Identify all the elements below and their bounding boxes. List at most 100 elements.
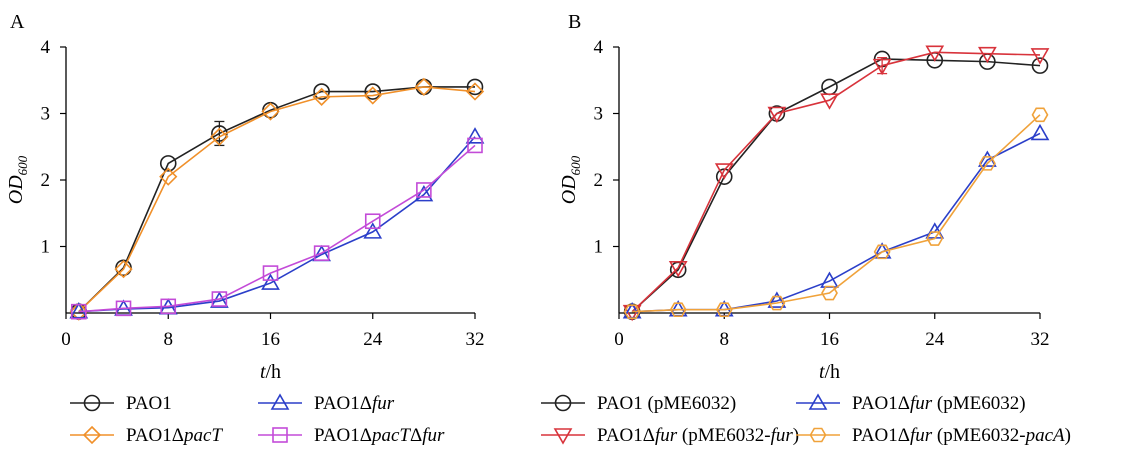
data-point bbox=[466, 78, 484, 96]
legend-item: PAO1 bbox=[70, 393, 172, 414]
legend-item: PAO1 (pME6032) bbox=[541, 393, 736, 414]
data-point bbox=[211, 291, 228, 307]
legend-label: PAO1ΔpacTΔfur bbox=[314, 425, 445, 446]
data-point bbox=[114, 259, 133, 279]
chart-panel-a: A 0 8 16 24 32 1 2 3 4 t/h OD600 PAO1 PAO1ΔpacT PAO1Δf… bbox=[5, 11, 485, 446]
data-point bbox=[115, 300, 132, 317]
y-tick-label: 3 bbox=[594, 104, 604, 125]
data-point bbox=[873, 244, 891, 260]
data-point bbox=[767, 291, 787, 308]
series-line bbox=[631, 51, 1041, 313]
data-point bbox=[364, 213, 381, 230]
legend-label: PAO1 (pME6032) bbox=[597, 393, 736, 414]
data-point bbox=[69, 302, 88, 321]
data-point bbox=[872, 58, 892, 76]
legend: PAO1 PAO1ΔpacT PAO1Δfur PAO1ΔpacTΔfur bbox=[70, 393, 445, 446]
x-tick-label: 8 bbox=[720, 329, 730, 350]
legend-item: PAO1ΔpacT bbox=[70, 425, 223, 446]
data-point bbox=[70, 303, 87, 320]
data-point bbox=[820, 271, 839, 288]
data-point bbox=[714, 163, 734, 180]
data-point bbox=[767, 106, 787, 124]
x-tick-label: 8 bbox=[164, 329, 174, 350]
data-point bbox=[313, 245, 330, 261]
x-tick-label: 24 bbox=[925, 329, 945, 350]
legend-item: PAO1Δfur bbox=[258, 393, 395, 414]
series-line bbox=[78, 144, 476, 313]
data-point bbox=[768, 295, 786, 311]
series-line bbox=[78, 86, 475, 313]
y-tick-label: 1 bbox=[41, 237, 51, 258]
data-point bbox=[159, 155, 177, 172]
legend-item: PAO1Δfur (pME6032) bbox=[796, 393, 1026, 414]
series-line bbox=[632, 114, 1041, 313]
data-point bbox=[160, 298, 177, 315]
legend-marker bbox=[808, 393, 828, 410]
panel-letter: B bbox=[568, 11, 581, 33]
legend-label: PAO1Δfur bbox=[314, 393, 395, 414]
data-point bbox=[1030, 48, 1050, 65]
legend-marker bbox=[554, 394, 572, 412]
data-point bbox=[262, 265, 279, 281]
y-tick-label: 4 bbox=[594, 37, 604, 58]
series-4 bbox=[623, 107, 1049, 319]
data-point bbox=[1031, 57, 1049, 74]
series-1 bbox=[623, 50, 1049, 320]
data-point bbox=[414, 185, 434, 202]
data-point bbox=[465, 127, 485, 144]
series-4 bbox=[70, 137, 483, 320]
data-point bbox=[312, 87, 331, 107]
legend: PAO1 (pME6032) PAO1Δfur (pME6032-fur) PAO1… bbox=[541, 393, 1071, 446]
data-point bbox=[416, 182, 432, 198]
legend-label: PAO1ΔpacT bbox=[126, 425, 223, 446]
data-point bbox=[1031, 107, 1049, 123]
data-point bbox=[715, 302, 733, 317]
data-point bbox=[465, 82, 485, 101]
data-point bbox=[261, 102, 280, 121]
series-1 bbox=[70, 78, 484, 320]
x-axis-title: t/h bbox=[819, 361, 840, 383]
y-tick-label: 3 bbox=[41, 104, 51, 125]
legend-item: PAO1Δfur (pME6032-fur) bbox=[541, 425, 799, 446]
x-tick-label: 0 bbox=[61, 329, 71, 350]
legend-marker bbox=[272, 427, 288, 443]
y-tick-label: 1 bbox=[594, 237, 604, 258]
data-point bbox=[623, 304, 641, 319]
x-tick-label: 24 bbox=[363, 329, 383, 350]
data-point bbox=[668, 260, 688, 278]
data-point bbox=[313, 83, 330, 100]
chart-panel-b: B 0 8 16 24 32 1 2 3 4 t/h OD600 PAO1 (pME6032) PAO1Δ… bbox=[541, 11, 1071, 446]
x-tick-label: 16 bbox=[261, 329, 280, 350]
legend-marker bbox=[809, 427, 827, 443]
legend-marker bbox=[82, 425, 102, 445]
data-point bbox=[820, 93, 839, 110]
legend-item: PAO1Δfur (pME6032-pacA) bbox=[796, 425, 1071, 446]
legend-item: PAO1ΔpacTΔfur bbox=[258, 425, 445, 446]
data-point bbox=[261, 273, 280, 290]
series-line bbox=[78, 86, 476, 313]
data-point bbox=[467, 137, 483, 154]
y-tick-label: 2 bbox=[41, 170, 51, 191]
legend-marker bbox=[553, 428, 573, 445]
data-point bbox=[926, 231, 944, 246]
data-point bbox=[925, 45, 945, 62]
legend-label: PAO1 bbox=[126, 393, 172, 414]
y-tick-label: 4 bbox=[41, 37, 51, 58]
x-tick-label: 32 bbox=[1031, 329, 1050, 350]
data-point bbox=[977, 46, 997, 64]
data-point bbox=[364, 83, 382, 100]
data-point bbox=[1030, 123, 1050, 141]
x-tick-label: 0 bbox=[614, 329, 624, 350]
legend-label: PAO1Δfur (pME6032-pacA) bbox=[852, 425, 1071, 446]
x-tick-label: 32 bbox=[466, 329, 485, 350]
legend-marker bbox=[270, 393, 290, 410]
x-axis-title: t/h bbox=[260, 361, 281, 383]
legend-marker bbox=[83, 394, 101, 412]
data-point bbox=[669, 302, 687, 317]
data-point bbox=[210, 127, 229, 146]
legend-label: PAO1Δfur (pME6032-fur) bbox=[597, 425, 799, 446]
data-point bbox=[414, 77, 434, 97]
series-line bbox=[631, 58, 1041, 313]
legend-label: PAO1Δfur (pME6032) bbox=[852, 393, 1026, 414]
